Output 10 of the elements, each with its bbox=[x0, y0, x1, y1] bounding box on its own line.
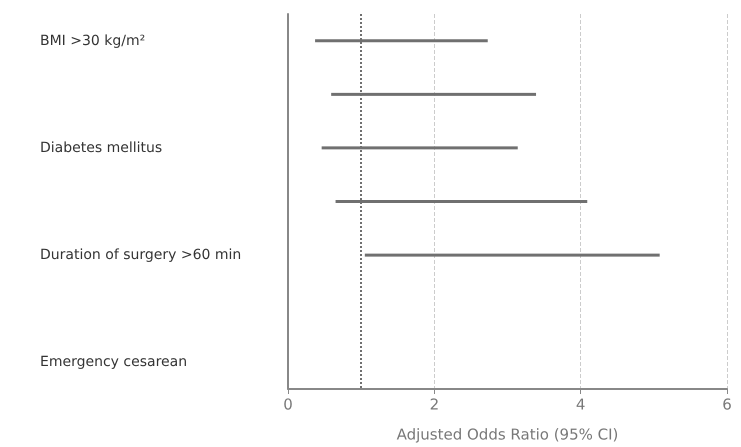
x-tick-label: 6 bbox=[722, 396, 732, 414]
x-tick-label: 0 bbox=[283, 396, 293, 414]
y-tick-label: Diabetes mellitus bbox=[40, 140, 162, 156]
y-tick-label: Emergency cesarean bbox=[40, 354, 188, 370]
x-tick-label: 2 bbox=[430, 396, 440, 414]
x-axis-title: Adjusted Odds Ratio (95% CI) bbox=[396, 426, 618, 444]
bar bbox=[364, 254, 660, 257]
y-tick-label: Duration of surgery >60 min bbox=[40, 247, 242, 264]
x-tick-label: 4 bbox=[576, 396, 586, 414]
y-tick-label: BMI >30 kg/m² bbox=[40, 32, 146, 49]
